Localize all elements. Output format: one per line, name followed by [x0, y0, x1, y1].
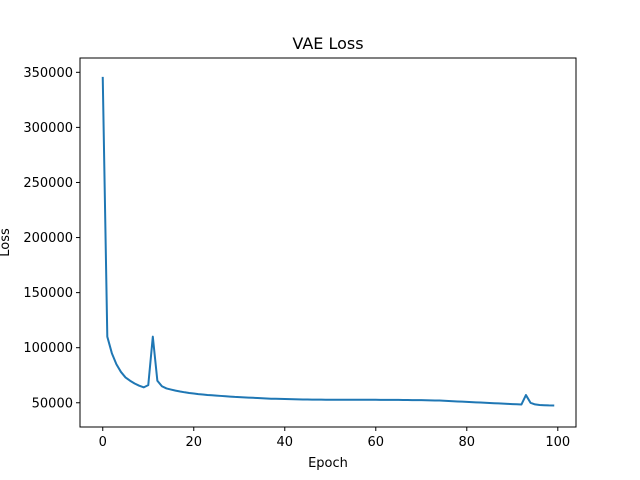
x-tick-label: 100	[545, 435, 570, 450]
y-tick-label: 50000	[32, 396, 73, 411]
loss-series-line	[101, 76, 555, 407]
y-tick-label: 250000	[23, 176, 73, 191]
x-tick-label: 20	[185, 435, 202, 450]
x-tick-label: 0	[99, 435, 107, 450]
plot-area	[80, 58, 576, 427]
x-axis-label: Epoch	[308, 456, 348, 471]
x-axis-ticks: 0 20 40 60 80 100	[99, 427, 570, 450]
x-tick-label: 80	[459, 435, 476, 450]
x-tick-label: 40	[276, 435, 293, 450]
y-tick-label: 150000	[23, 286, 73, 301]
y-axis-ticks: 50000 100000 150000 200000 250000 300000 35000…	[23, 66, 80, 411]
y-tick-label: 300000	[23, 121, 73, 136]
axes-frame	[79, 57, 577, 428]
y-tick-label: 100000	[23, 341, 73, 356]
chart-title: VAE Loss	[292, 34, 363, 53]
x-tick-label: 60	[368, 435, 385, 450]
y-axis-label: Loss	[0, 228, 13, 257]
y-tick-label: 200000	[23, 231, 73, 246]
plot-layer	[101, 76, 555, 407]
y-tick-label: 350000	[23, 66, 73, 81]
